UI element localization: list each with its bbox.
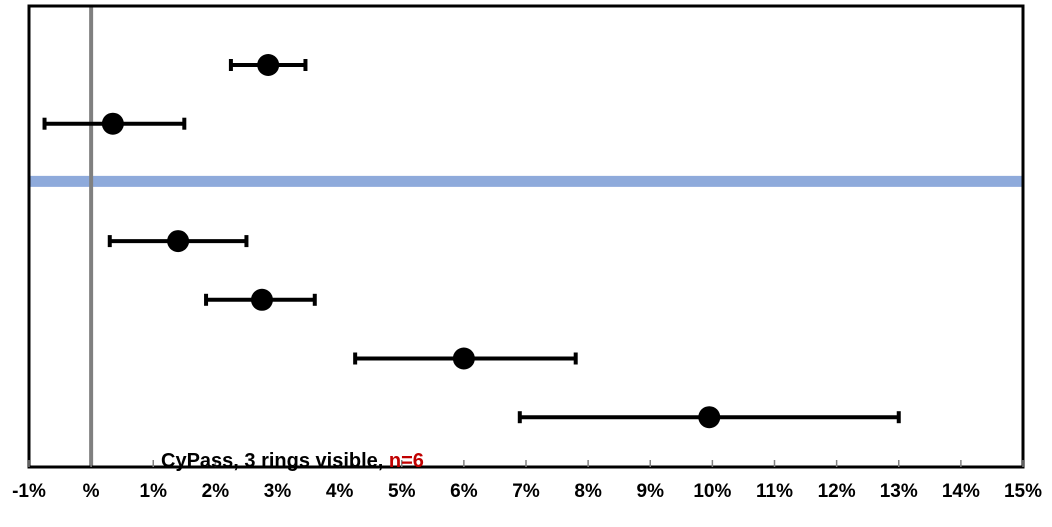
x-tick-label: % (83, 481, 100, 502)
x-tick-label: 2% (202, 481, 230, 502)
point-estimate (250, 288, 273, 311)
point-estimate (167, 230, 190, 253)
x-tick-label: 11% (756, 481, 793, 502)
estimate-row (517, 406, 901, 429)
x-tick-label: 5% (388, 481, 416, 502)
annotation-main-text: CyPass, 3 rings visible, (161, 450, 389, 472)
x-tick-label: 12% (818, 481, 856, 502)
estimate-row (42, 112, 187, 135)
estimate-row (107, 230, 249, 253)
x-tick-label: 8% (574, 481, 602, 502)
x-tick-label: -1% (12, 481, 46, 502)
point-estimate (452, 347, 475, 370)
annotation: CyPass, 3 rings visible, n=6 (161, 450, 424, 472)
point-estimate (257, 54, 280, 76)
x-tick-label: 9% (637, 481, 665, 502)
x-tick-label: 13% (880, 481, 918, 502)
x-tick-label: 1% (140, 481, 168, 502)
point-estimate (101, 112, 124, 135)
x-tick-label: 14% (942, 481, 980, 502)
x-tick-label: 4% (326, 481, 354, 502)
point-estimate (698, 406, 721, 429)
estimate-row (353, 347, 578, 370)
x-tick-label: 6% (450, 481, 478, 502)
estimate-row (204, 288, 317, 311)
x-tick-label: 15% (1004, 481, 1042, 502)
x-tick-label: 10% (693, 481, 731, 502)
annotation-n-text: n=6 (389, 450, 424, 472)
x-tick-label: 7% (512, 481, 540, 502)
estimate-row (228, 54, 308, 76)
x-tick-label: 3% (264, 481, 292, 502)
